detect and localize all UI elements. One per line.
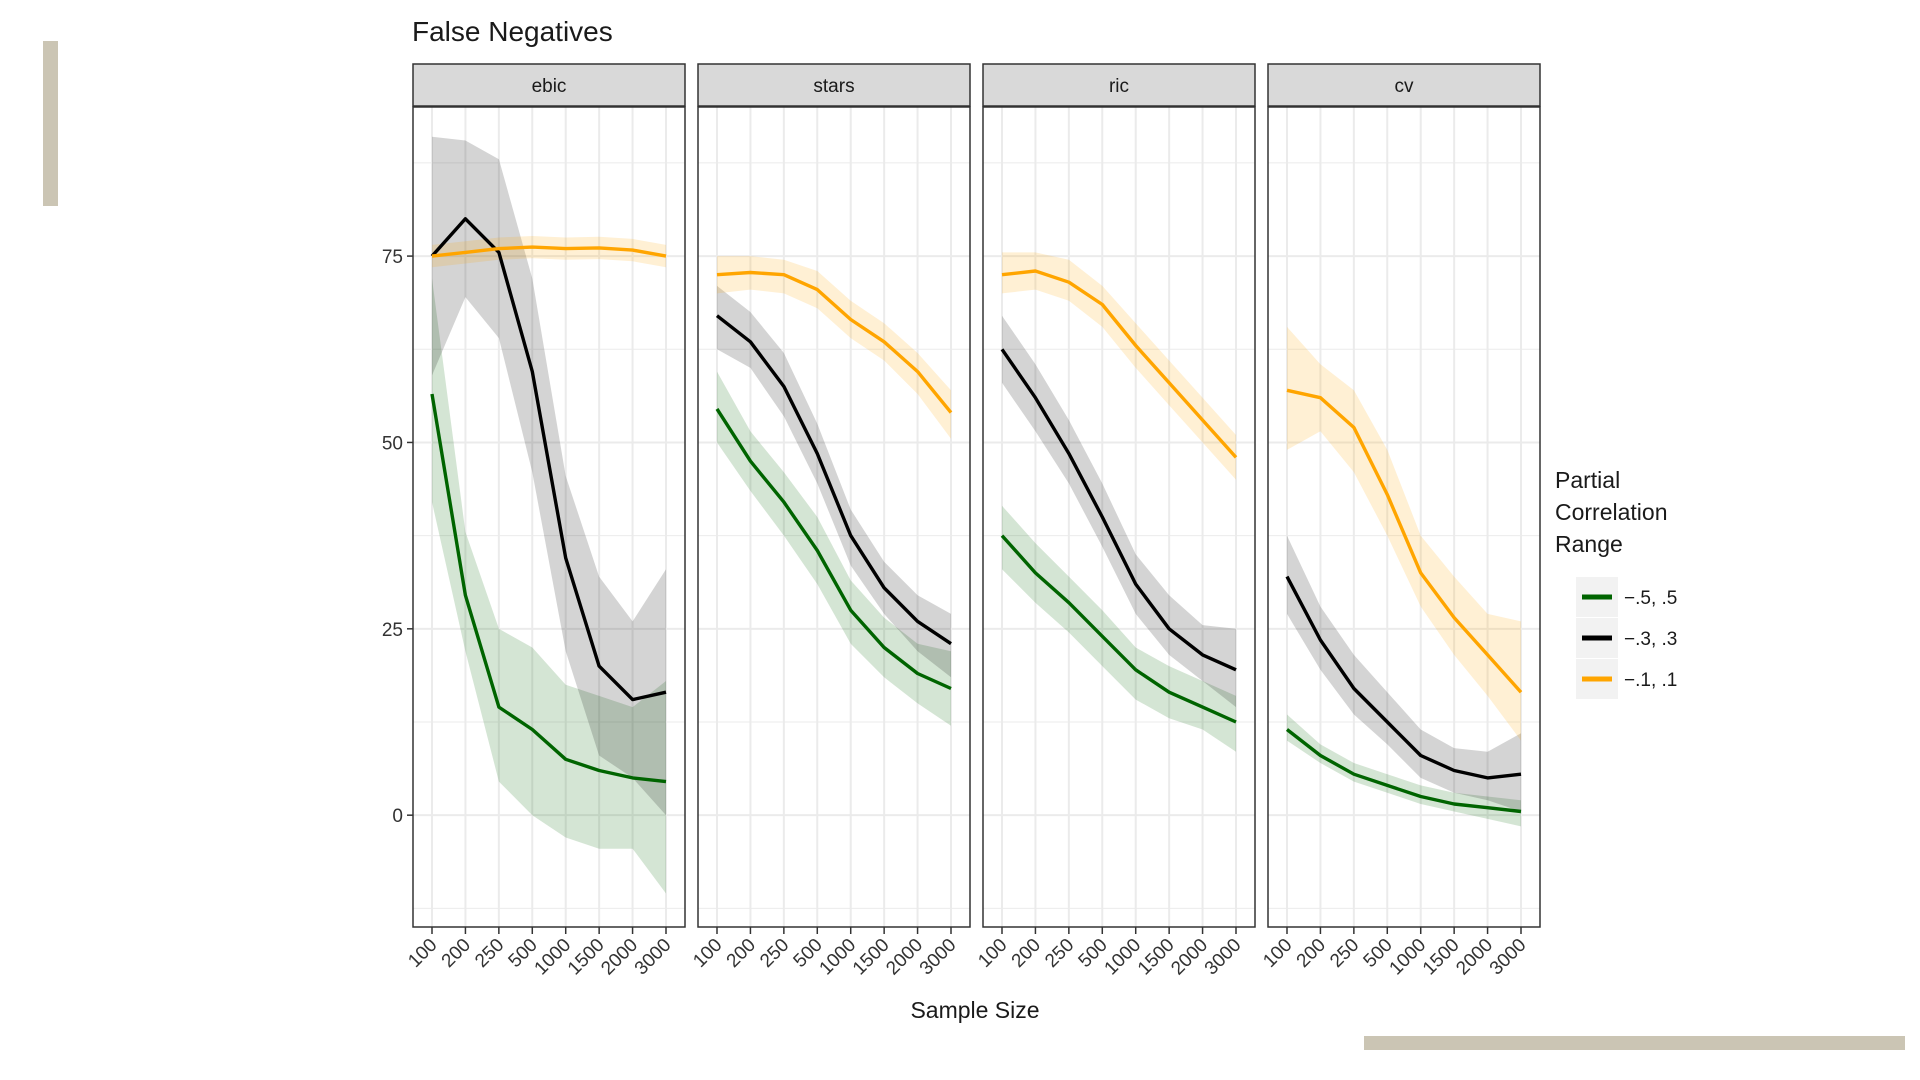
panel-border-ric bbox=[982, 106, 1256, 928]
x-tick-label: 2000 bbox=[1452, 935, 1497, 980]
y-tick-label: 50 bbox=[382, 433, 403, 454]
x-tick-label: 2000 bbox=[597, 935, 642, 980]
ribbon-cv bbox=[1287, 714, 1521, 827]
panel-border-stars bbox=[697, 106, 971, 928]
strip-stars bbox=[697, 63, 971, 107]
series-line-stars bbox=[715, 407, 952, 691]
ribbon-cv bbox=[1287, 535, 1521, 812]
x-tick-label: 250 bbox=[471, 935, 508, 972]
strip-label-cv: cv bbox=[1395, 76, 1415, 97]
x-tick-label: 250 bbox=[1041, 935, 1078, 972]
x-tick-label: 1500 bbox=[564, 935, 609, 980]
x-tick-label: 250 bbox=[756, 935, 793, 972]
x-tick-label: 200 bbox=[438, 935, 475, 972]
x-tick-label: 100 bbox=[974, 935, 1011, 972]
series-line-ric bbox=[1000, 534, 1237, 724]
series-line-stars bbox=[715, 314, 952, 646]
series-line-ric bbox=[1001, 269, 1238, 459]
facet-panels: ebic1002002505001000150020003000stars100… bbox=[404, 63, 1541, 980]
legend-label: −.3, .3 bbox=[1624, 629, 1677, 650]
y-axis: 0 25 50 75 bbox=[382, 247, 413, 827]
x-tick-label: 3000 bbox=[1486, 935, 1531, 980]
y-tick-label: 25 bbox=[382, 620, 403, 641]
ribbon-ebic bbox=[432, 136, 666, 816]
strip-ebic bbox=[412, 63, 686, 107]
x-tick-label: 2000 bbox=[1167, 935, 1212, 980]
chart-title: False Negatives bbox=[412, 16, 613, 47]
panel-border-cv bbox=[1267, 106, 1541, 928]
x-tick-label: 1500 bbox=[1134, 935, 1179, 980]
ribbon-ric bbox=[1002, 505, 1236, 752]
series-line-stars bbox=[716, 270, 953, 414]
panel-border-ebic bbox=[412, 106, 686, 928]
x-tick-label: 1000 bbox=[531, 935, 576, 980]
strip-cv bbox=[1267, 63, 1541, 107]
x-tick-label: 2000 bbox=[882, 935, 927, 980]
series-line-ebic bbox=[430, 217, 667, 702]
x-tick-label: 1000 bbox=[1101, 935, 1146, 980]
left-accent-bar bbox=[43, 41, 58, 206]
x-tick-label: 3000 bbox=[916, 935, 961, 980]
x-tick-label: 1500 bbox=[1419, 935, 1464, 980]
series-line-ebic bbox=[431, 245, 667, 258]
x-tick-label: 1500 bbox=[849, 935, 894, 980]
x-tick-label: 1000 bbox=[816, 935, 861, 980]
series-line-ebic bbox=[430, 393, 667, 784]
legend-title-line: Range bbox=[1555, 531, 1623, 557]
x-tick-label: 200 bbox=[1293, 935, 1330, 972]
strip-label-ric: ric bbox=[1109, 76, 1129, 97]
ribbon-stars bbox=[717, 285, 951, 678]
legend-label: −.5, .5 bbox=[1624, 588, 1677, 609]
legend-label: −.1, .1 bbox=[1624, 670, 1677, 691]
ribbon-ebic bbox=[432, 278, 666, 894]
x-tick-label: 1000 bbox=[1386, 935, 1431, 980]
series-line-cv bbox=[1286, 388, 1523, 694]
series-line-ric bbox=[1000, 348, 1237, 672]
x-tick-label: 100 bbox=[404, 935, 441, 972]
ribbon-ric bbox=[1002, 315, 1236, 708]
x-tick-label: 3000 bbox=[1201, 935, 1246, 980]
legend-title-line: Partial bbox=[1555, 467, 1620, 493]
strip-ric bbox=[982, 63, 1256, 107]
bottom-accent-bar bbox=[1364, 1036, 1905, 1050]
y-tick-label: 0 bbox=[392, 806, 403, 827]
y-tick-label: 75 bbox=[382, 247, 403, 268]
strip-label-ebic: ebic bbox=[532, 76, 567, 97]
series-line-cv bbox=[1285, 728, 1522, 814]
x-tick-label: 100 bbox=[689, 935, 726, 972]
x-tick-label: 3000 bbox=[631, 935, 676, 980]
x-tick-label: 200 bbox=[723, 935, 760, 972]
legend: Partial Correlation Range −.5, .5 −.3, .3 −.1… bbox=[1555, 467, 1677, 699]
ribbon-ric bbox=[1002, 252, 1236, 480]
x-tick-label: 200 bbox=[1008, 935, 1045, 972]
x-tick-label: 250 bbox=[1326, 935, 1363, 972]
legend-title-line: Correlation bbox=[1555, 499, 1668, 525]
x-axis-title: Sample Size bbox=[910, 997, 1039, 1023]
series-line-cv bbox=[1285, 575, 1522, 780]
strip-label-stars: stars bbox=[813, 76, 854, 97]
x-tick-label: 100 bbox=[1259, 935, 1296, 972]
ribbon-stars bbox=[717, 371, 951, 726]
